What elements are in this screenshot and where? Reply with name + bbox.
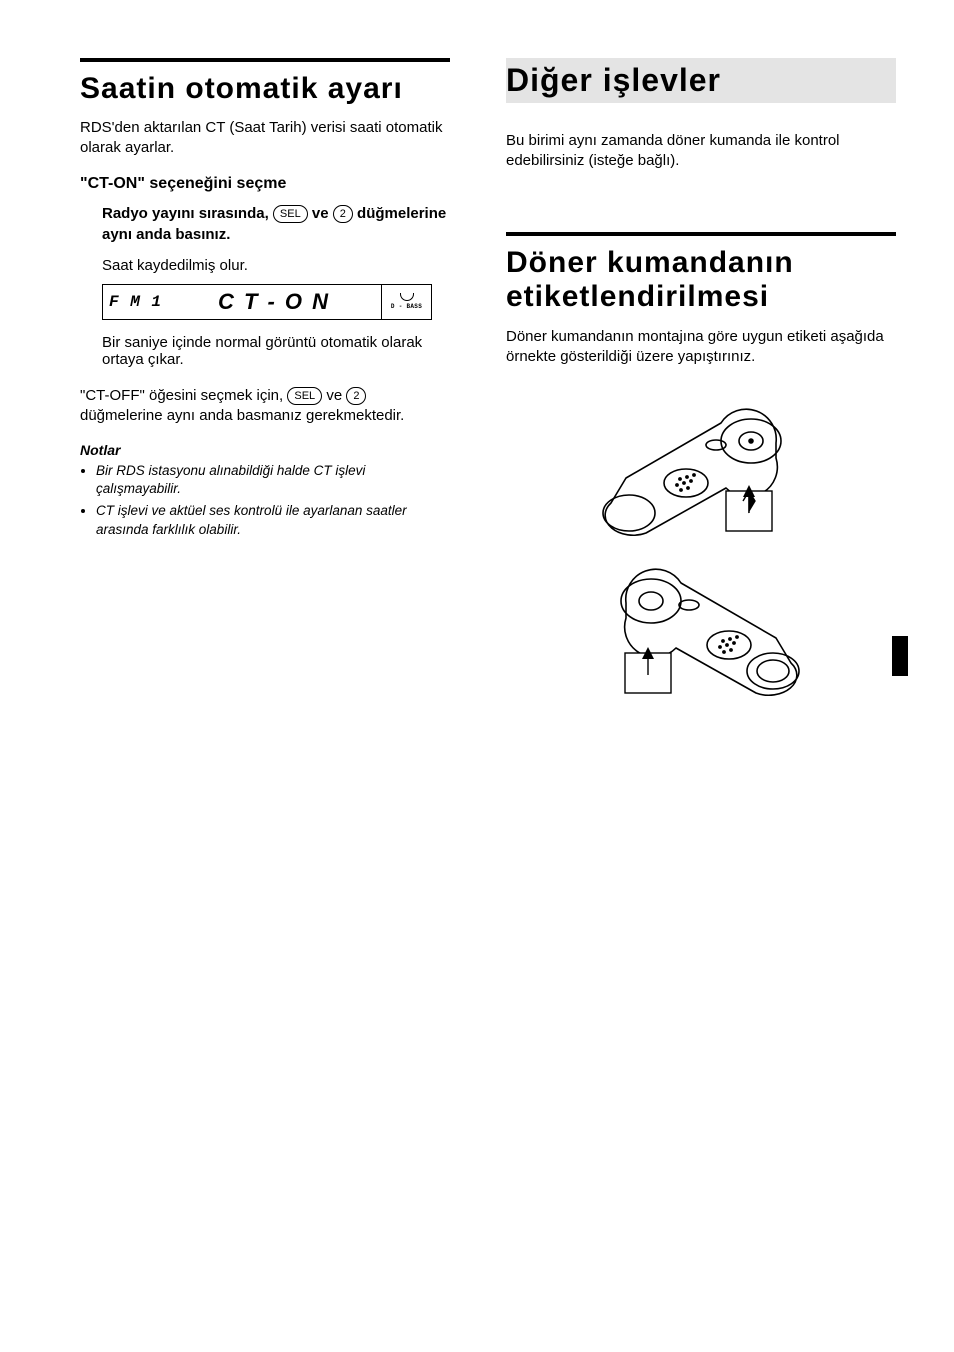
step-text: Radyo yayını sırasında, SEL ve 2 düğmele… — [102, 203, 450, 245]
notes-heading: Notlar — [80, 442, 450, 458]
step-pre: Radyo yayını sırasında, — [102, 205, 273, 222]
rule — [506, 232, 896, 236]
right-column: Diğer işlevler Bu birimi aynı zamanda dö… — [506, 58, 896, 703]
note-item: CT işlevi ve aktüel ses kontrolü ile aya… — [96, 502, 450, 538]
two-button-icon-2: 2 — [346, 387, 366, 405]
saved-text: Saat kaydedilmiş olur. — [102, 257, 450, 274]
two-button-icon: 2 — [333, 205, 353, 223]
rotary-commander-bottom-icon — [571, 543, 831, 703]
rotary-commander-top-icon — [571, 383, 831, 543]
after-lcd-text: Bir saniye içinde normal görüntü otomati… — [102, 334, 450, 368]
section-banner: Diğer işlevler — [506, 58, 896, 103]
subheading-cton: "CT-ON" seçeneğini seçme — [80, 175, 450, 193]
note-item: Bir RDS istasyonu alınabildiği halde CT … — [96, 462, 450, 498]
step-mid: ve — [308, 205, 333, 222]
page-edge-tab-icon — [892, 636, 908, 676]
ctoff-mid: ve — [322, 387, 346, 404]
sel-button-icon-2: SEL — [287, 387, 322, 405]
left-column: Saatin otomatik ayarı RDS'den aktarılan … — [80, 58, 450, 703]
remote-illustrations — [506, 383, 896, 703]
intro-text: RDS'den aktarılan CT (Saat Tarih) verisi… — [80, 118, 450, 159]
ctoff-text: "CT-OFF" öğesini seçmek için, SEL ve 2 d… — [80, 386, 450, 427]
lcd-band: F M 1 — [103, 293, 167, 311]
heading-auto-clock: Saatin otomatik ayarı — [80, 72, 450, 106]
procedure-block: Radyo yayını sırasında, SEL ve 2 düğmele… — [102, 203, 450, 368]
lcd-right-panel: D - BASS — [381, 285, 431, 319]
lcd-main: C T - O N — [167, 289, 381, 315]
ctoff-pre: "CT-OFF" öğesini seçmek için, — [80, 387, 287, 404]
dbass-label: D - BASS — [391, 303, 422, 310]
rule — [80, 58, 450, 62]
columns: Saatin otomatik ayarı RDS'den aktarılan … — [80, 58, 894, 703]
section-intro: Bu birimi aynı zamanda döner kumanda ile… — [506, 131, 896, 172]
lcd-display: F M 1 C T - O N D - BASS — [102, 284, 432, 320]
section-title: Diğer işlevler — [506, 62, 896, 99]
rotary-text: Döner kumandanın montajına göre uygun et… — [506, 327, 896, 368]
dbass-arc-icon — [400, 293, 414, 301]
sel-button-icon: SEL — [273, 205, 308, 223]
notes-list: Bir RDS istasyonu alınabildiği halde CT … — [80, 462, 450, 539]
manual-page: Saatin otomatik ayarı RDS'den aktarılan … — [0, 0, 954, 1352]
heading-rotary: Döner kumandanın etiketlendirilmesi — [506, 246, 896, 315]
ctoff-post: düğmelerine aynı anda basmanız gerekmekt… — [80, 407, 404, 424]
